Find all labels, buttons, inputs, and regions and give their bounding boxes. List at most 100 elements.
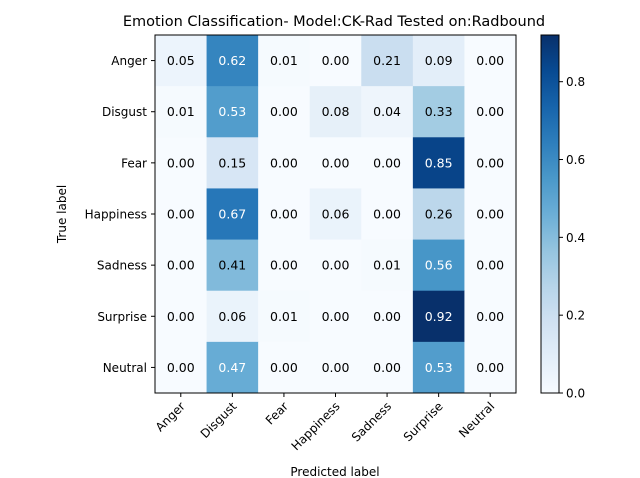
y-tick-label: Surprise bbox=[97, 310, 147, 324]
cell-value-label: 0.00 bbox=[270, 207, 298, 222]
heatmap-cell bbox=[309, 188, 362, 240]
heatmap-cell bbox=[412, 137, 465, 189]
cell-value-label: 0.47 bbox=[218, 360, 246, 375]
heatmap-cell bbox=[464, 35, 517, 87]
heatmap-cell bbox=[258, 86, 311, 138]
cell-value-label: 0.53 bbox=[218, 104, 246, 119]
heatmap-cell bbox=[206, 341, 259, 394]
heatmap-cell bbox=[155, 341, 207, 394]
heatmap-cell bbox=[258, 137, 311, 189]
cell-value-label: 0.01 bbox=[270, 309, 298, 324]
heatmap-cell bbox=[412, 341, 465, 394]
cell-value-label: 0.00 bbox=[322, 155, 350, 170]
cell-value-label: 0.09 bbox=[425, 53, 453, 68]
cell-value-label: 0.01 bbox=[167, 104, 195, 119]
heatmap-cell bbox=[361, 239, 414, 292]
y-tick-label: Sadness bbox=[97, 259, 147, 273]
heatmap-cell bbox=[155, 239, 207, 292]
heatmap-cell bbox=[258, 341, 311, 394]
heatmap-cell bbox=[206, 137, 259, 189]
cell-value-label: 0.06 bbox=[218, 309, 246, 324]
cell-value-label: 0.00 bbox=[476, 155, 504, 170]
heatmap-cell bbox=[412, 35, 465, 87]
cell-value-labels: 0.05 0.62 0.01 0.00 0.21 0.09 0.00 0.01 0.53 0.00… bbox=[167, 53, 504, 375]
colorbar-tick-label: 0.8 bbox=[566, 75, 585, 89]
y-tick-label: Fear bbox=[121, 156, 147, 170]
x-tick-label: Disgust bbox=[198, 399, 240, 441]
heatmap-cell bbox=[309, 137, 362, 189]
cell-value-label: 0.00 bbox=[270, 155, 298, 170]
heatmap-cell bbox=[361, 35, 414, 87]
colorbar-gradient bbox=[540, 34, 560, 394]
cell-value-label: 0.26 bbox=[425, 207, 453, 222]
cell-value-label: 0.01 bbox=[373, 258, 401, 273]
colorbar: 0.0 0.2 0.4 0.6 0.8 bbox=[540, 34, 585, 401]
cell-value-label: 0.00 bbox=[476, 207, 504, 222]
cell-value-label: 0.56 bbox=[425, 258, 453, 273]
cell-value-label: 0.04 bbox=[373, 104, 401, 119]
cell-value-label: 0.00 bbox=[167, 155, 195, 170]
colorbar-tick-label: 0.6 bbox=[566, 153, 585, 167]
heatmap-cell bbox=[464, 239, 517, 292]
y-tick-label: Disgust bbox=[102, 105, 147, 119]
heatmap-cell bbox=[464, 341, 517, 394]
cell-value-label: 0.15 bbox=[218, 155, 246, 170]
y-tick-label: Happiness bbox=[85, 208, 147, 222]
heatmap-cell bbox=[361, 137, 414, 189]
heatmap-cell bbox=[464, 188, 517, 240]
y-axis-label: True label bbox=[55, 185, 69, 244]
cell-value-label: 0.21 bbox=[373, 53, 401, 68]
heatmap-cell bbox=[412, 239, 465, 292]
heatmap-cell bbox=[258, 35, 311, 87]
chart-title: Emotion Classification- Model:CK-Rad Tes… bbox=[123, 14, 545, 30]
heatmap-cell bbox=[155, 188, 207, 240]
cell-value-label: 0.00 bbox=[270, 104, 298, 119]
cell-value-label: 0.00 bbox=[322, 309, 350, 324]
y-axis: Anger Disgust Fear Happiness Sadness Surprise… bbox=[85, 54, 155, 375]
x-tick-label: Sadness bbox=[349, 399, 394, 444]
heatmap-cell bbox=[309, 86, 362, 138]
y-tick-label: Neutral bbox=[103, 361, 147, 375]
cell-value-label: 0.00 bbox=[373, 155, 401, 170]
heatmap-cell bbox=[206, 188, 259, 240]
heatmap-cell bbox=[309, 341, 362, 394]
heatmap-cell bbox=[155, 137, 207, 189]
x-tick-label: Surprise bbox=[401, 399, 446, 444]
heatmap-cell bbox=[206, 239, 259, 292]
heatmap-cell bbox=[361, 86, 414, 138]
heatmap-cell bbox=[155, 35, 207, 87]
heatmap-cell bbox=[155, 290, 207, 343]
x-tick-label: Neutral bbox=[456, 399, 497, 440]
heatmap-cell bbox=[309, 35, 362, 87]
cell-value-label: 0.00 bbox=[167, 309, 195, 324]
heatmap-cell bbox=[464, 290, 517, 343]
heatmap-cell bbox=[155, 86, 207, 138]
cell-value-label: 0.00 bbox=[476, 104, 504, 119]
heatmap-cell bbox=[361, 341, 414, 394]
x-axis-label: Predicted label bbox=[290, 465, 379, 478]
heatmap-cell bbox=[361, 290, 414, 343]
heatmap-cell bbox=[258, 239, 311, 292]
heatmap-cell bbox=[412, 86, 465, 138]
cell-value-label: 0.33 bbox=[425, 104, 453, 119]
cell-value-label: 0.00 bbox=[476, 309, 504, 324]
heatmap-cell bbox=[206, 35, 259, 87]
colorbar-tick-label: 0.4 bbox=[566, 231, 585, 245]
cell-value-label: 0.00 bbox=[322, 258, 350, 273]
cell-value-label: 0.00 bbox=[322, 53, 350, 68]
heatmap-cell bbox=[309, 290, 362, 343]
heatmap-cell bbox=[258, 290, 311, 343]
cell-value-label: 0.00 bbox=[167, 258, 195, 273]
heatmap-cell bbox=[258, 188, 311, 240]
cell-value-label: 0.00 bbox=[476, 258, 504, 273]
cell-value-label: 0.00 bbox=[476, 360, 504, 375]
cell-value-label: 0.00 bbox=[270, 258, 298, 273]
cell-value-label: 0.06 bbox=[322, 207, 350, 222]
cell-value-label: 0.41 bbox=[218, 258, 246, 273]
cell-value-label: 0.67 bbox=[218, 207, 246, 222]
cell-value-label: 0.85 bbox=[425, 155, 453, 170]
heatmap-cell bbox=[464, 86, 517, 138]
heatmap-cell bbox=[464, 137, 517, 189]
